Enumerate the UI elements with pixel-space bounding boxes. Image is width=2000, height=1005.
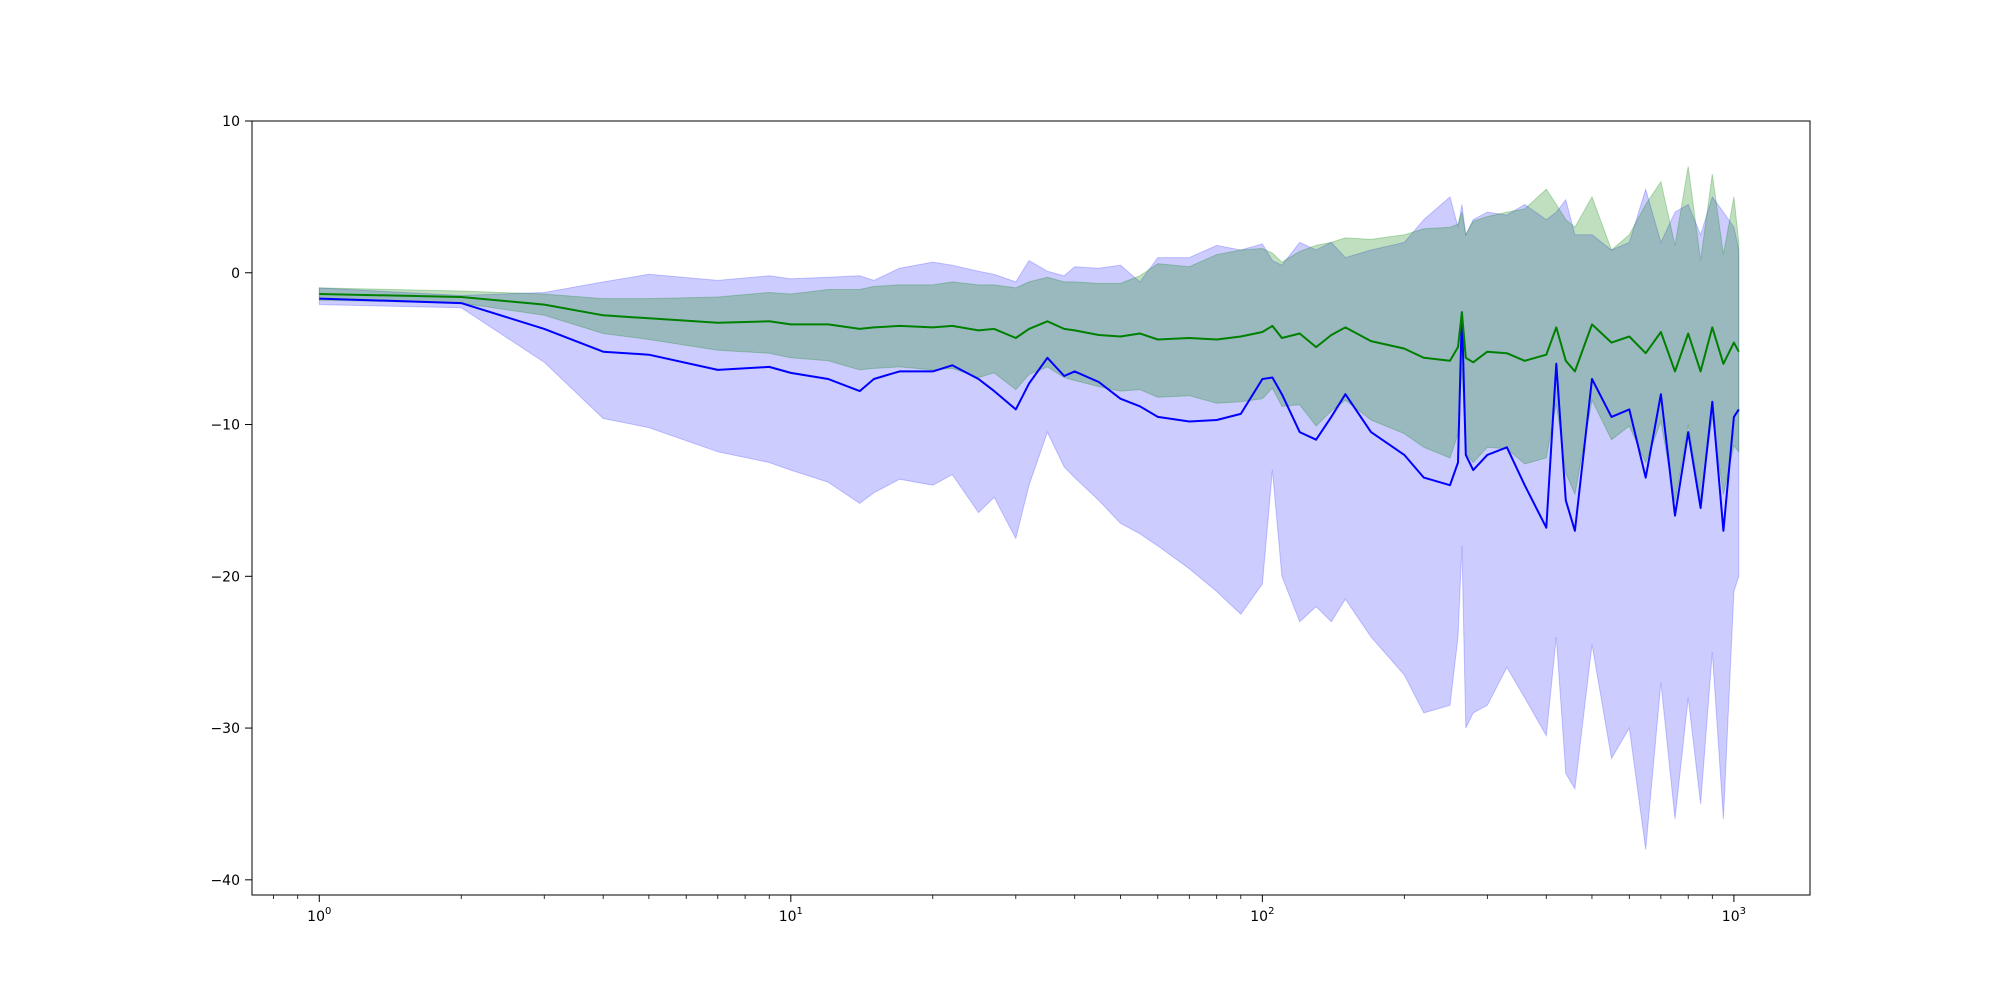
x-tick-label: 100 — [307, 906, 331, 925]
x-axis: 100 101 102 103 — [273, 895, 1746, 925]
x-tick-label: 103 — [1722, 906, 1746, 925]
x-tick-label: 102 — [1250, 906, 1274, 925]
y-tick-label: 0 — [231, 266, 240, 282]
x-tick-label: 101 — [779, 906, 803, 925]
y-tick-label: −40 — [210, 873, 240, 889]
y-tick-label: 10 — [222, 114, 240, 130]
confidence-bands — [318, 166, 1740, 850]
series-1-band — [318, 187, 1740, 850]
y-axis: 10 0 −10 −20 −30 −40 — [210, 114, 252, 889]
series-2-line — [319, 293, 1740, 373]
y-tick-label: −20 — [210, 569, 240, 585]
series-lines — [319, 293, 1740, 532]
plot-frame — [251, 120, 1811, 896]
y-tick-label: −10 — [210, 418, 240, 434]
y-tick-label: −30 — [210, 721, 240, 737]
series-2-band — [318, 166, 1740, 502]
series-1-line — [319, 297, 1740, 532]
